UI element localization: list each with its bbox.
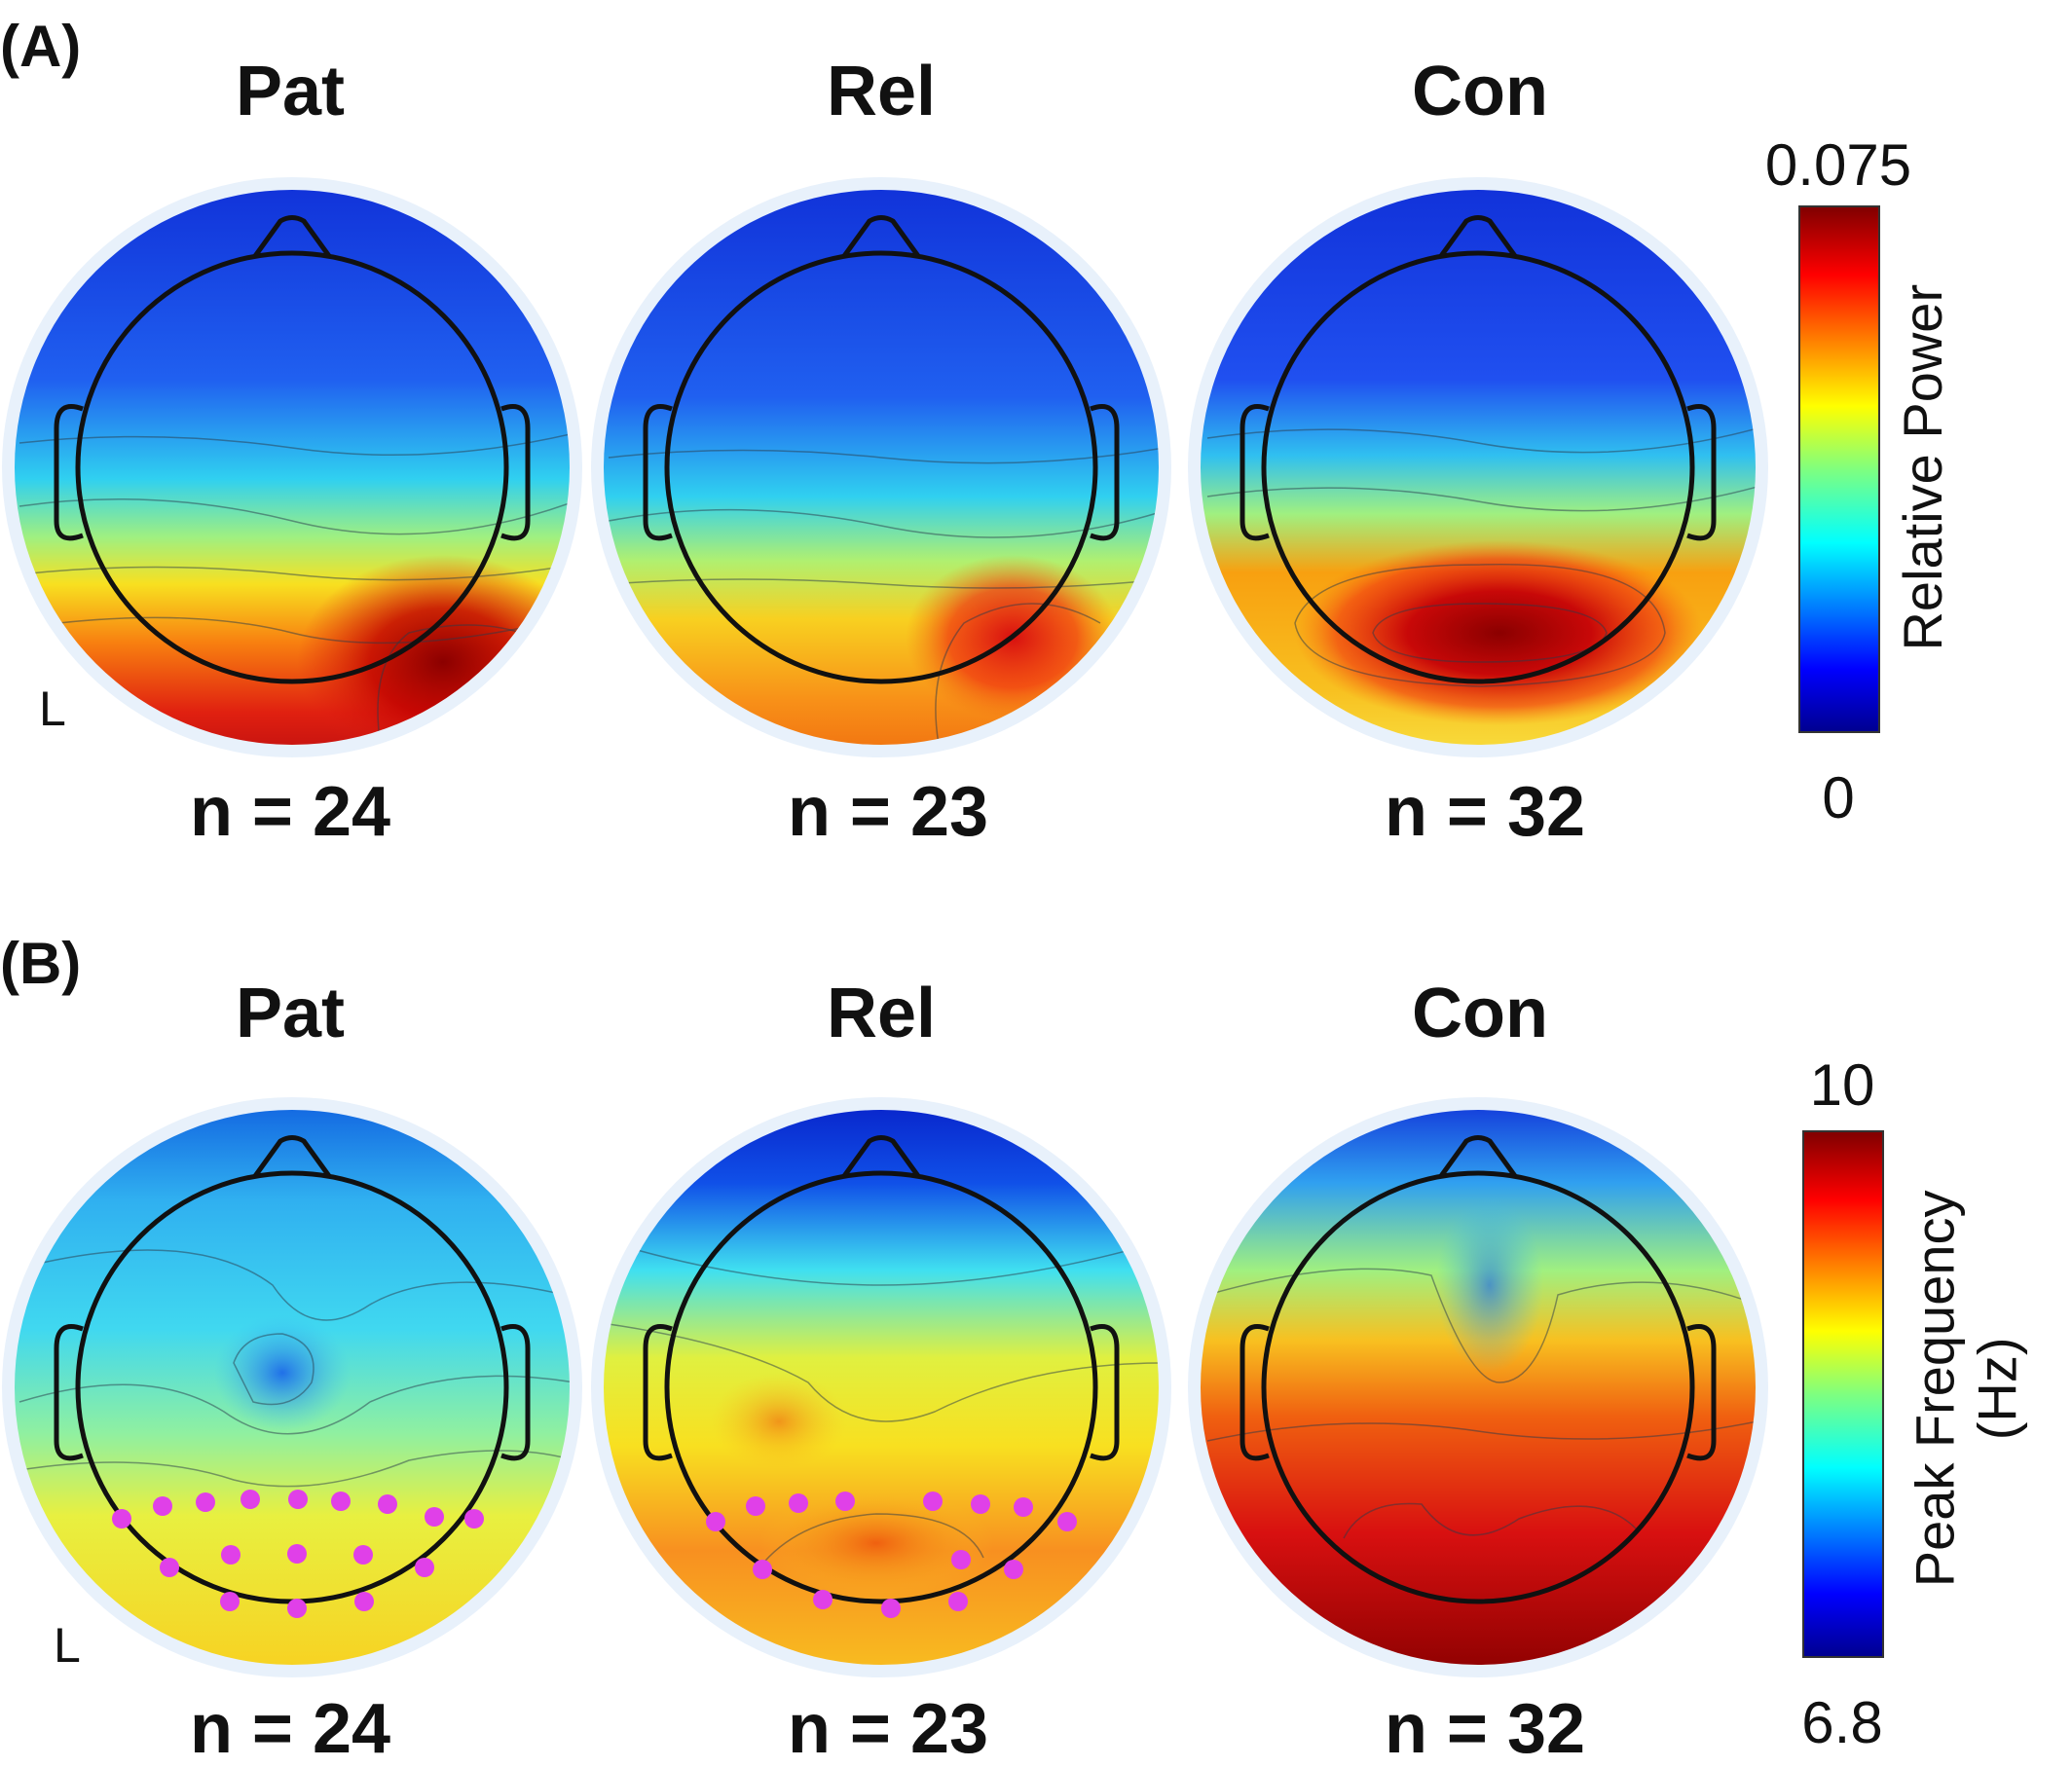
left-ear-shape — [643, 1324, 673, 1461]
colorbar-b-label-line2: (Hz) — [1967, 1337, 2028, 1441]
nose-shape — [252, 1135, 332, 1178]
right-ear-shape — [1090, 1324, 1120, 1461]
group-title-rel-b: Rel — [826, 975, 937, 1052]
electrode-dot-rel — [1057, 1512, 1077, 1531]
head-circle — [1261, 250, 1695, 684]
electrode-dot-pat — [353, 1545, 373, 1565]
electrode-dot-pat — [287, 1544, 307, 1564]
left-ear-shape — [643, 404, 673, 541]
right-ear-shape — [500, 1324, 531, 1461]
colorbar-b-label-line1: Peak Frequency — [1904, 1190, 1966, 1588]
topomap-b-con — [1188, 1097, 1768, 1677]
head-outline — [643, 1135, 1120, 1604]
side-marker-a: L — [39, 681, 66, 736]
topomap-b-rel — [591, 1097, 1171, 1677]
right-ear-shape — [1686, 404, 1717, 541]
electrode-dot-pat — [288, 1490, 308, 1509]
electrode-dot-pat — [221, 1545, 240, 1565]
electrode-dot-pat — [354, 1592, 374, 1611]
electrode-dot-rel — [835, 1492, 855, 1511]
colorbar-a-max: 0.075 — [1764, 132, 1912, 198]
nose-shape — [841, 1135, 921, 1178]
electrode-dot-pat — [160, 1558, 179, 1577]
n-label-con-b: n = 32 — [1384, 1690, 1586, 1768]
head-circle — [75, 250, 509, 684]
electrode-dot-pat — [153, 1496, 172, 1516]
electrode-dot-rel — [1004, 1560, 1023, 1579]
electrode-dot-pat — [196, 1492, 215, 1512]
colorbar-b-label: Peak Frequency (Hz) — [1905, 1116, 2030, 1661]
colorbar-a-min: 0 — [1822, 765, 1855, 830]
head-circle — [664, 250, 1098, 684]
electrode-dot-pat — [464, 1509, 484, 1529]
nose-shape — [252, 215, 332, 258]
electrode-dot-pat — [220, 1592, 240, 1611]
right-ear-shape — [1090, 404, 1120, 541]
electrode-dot-rel — [951, 1550, 971, 1569]
group-title-con-b: Con — [1412, 975, 1548, 1052]
n-label-rel-a: n = 23 — [787, 773, 989, 851]
head-outline — [54, 215, 531, 684]
nose-shape — [841, 215, 921, 258]
left-ear-shape — [54, 1324, 84, 1461]
electrode-dot-rel — [746, 1496, 765, 1516]
left-ear-shape — [1240, 1324, 1270, 1461]
n-label-pat-b: n = 24 — [189, 1690, 391, 1768]
group-title-pat-b: Pat — [235, 975, 346, 1052]
electrode-dot-rel — [706, 1512, 725, 1531]
n-label-rel-b: n = 23 — [787, 1690, 989, 1768]
electrode-dot-rel — [881, 1599, 901, 1618]
right-ear-shape — [500, 404, 531, 541]
colorbar-b-max: 10 — [1809, 1052, 1875, 1118]
head-outlines — [54, 215, 1717, 1604]
electrode-dot-rel — [923, 1492, 943, 1511]
head-circle — [664, 1170, 1098, 1604]
left-ear-shape — [1240, 404, 1270, 541]
head-outline — [643, 215, 1120, 684]
panel-a-letter: (A) — [0, 14, 82, 79]
electrode-dot-rel — [789, 1493, 808, 1513]
electrode-markers — [112, 1490, 1077, 1618]
nose-shape — [1438, 1135, 1518, 1178]
right-ear-shape — [1686, 1324, 1717, 1461]
n-label-con-a: n = 32 — [1384, 773, 1586, 851]
electrode-dot-pat — [425, 1507, 444, 1527]
topomap-b-pat — [2, 1097, 582, 1677]
group-title-con-a: Con — [1412, 53, 1548, 130]
electrode-dot-pat — [331, 1492, 351, 1511]
electrode-dot-pat — [415, 1558, 434, 1577]
electrode-dot-pat — [240, 1490, 260, 1509]
electrode-dot-rel — [1014, 1497, 1033, 1517]
electrode-dot-pat — [287, 1599, 307, 1618]
side-marker-b: L — [54, 1618, 81, 1673]
colorbar-a-label: Relative Power — [1891, 283, 1953, 651]
left-ear-shape — [54, 404, 84, 541]
head-outline — [1240, 1135, 1717, 1604]
nose-shape — [1438, 215, 1518, 258]
group-title-pat-a: Pat — [235, 53, 346, 130]
electrode-dot-rel — [948, 1592, 968, 1611]
head-circle — [1261, 1170, 1695, 1604]
colorbar-b-min: 6.8 — [1801, 1690, 1883, 1755]
electrode-dot-pat — [112, 1509, 131, 1529]
colorbar-a — [1798, 205, 1880, 733]
n-label-pat-a: n = 24 — [189, 773, 391, 851]
group-title-rel-a: Rel — [826, 53, 937, 130]
colorbar-b — [1802, 1130, 1884, 1658]
electrode-dot-rel — [813, 1590, 832, 1609]
topomap-a-rel — [591, 177, 1171, 757]
electrode-dot-rel — [971, 1494, 990, 1514]
head-outline — [1240, 215, 1717, 684]
topomap-a-con — [1188, 177, 1768, 757]
electrode-dot-pat — [378, 1494, 397, 1514]
electrode-dot-rel — [753, 1560, 772, 1579]
panel-b-letter: (B) — [0, 931, 82, 996]
